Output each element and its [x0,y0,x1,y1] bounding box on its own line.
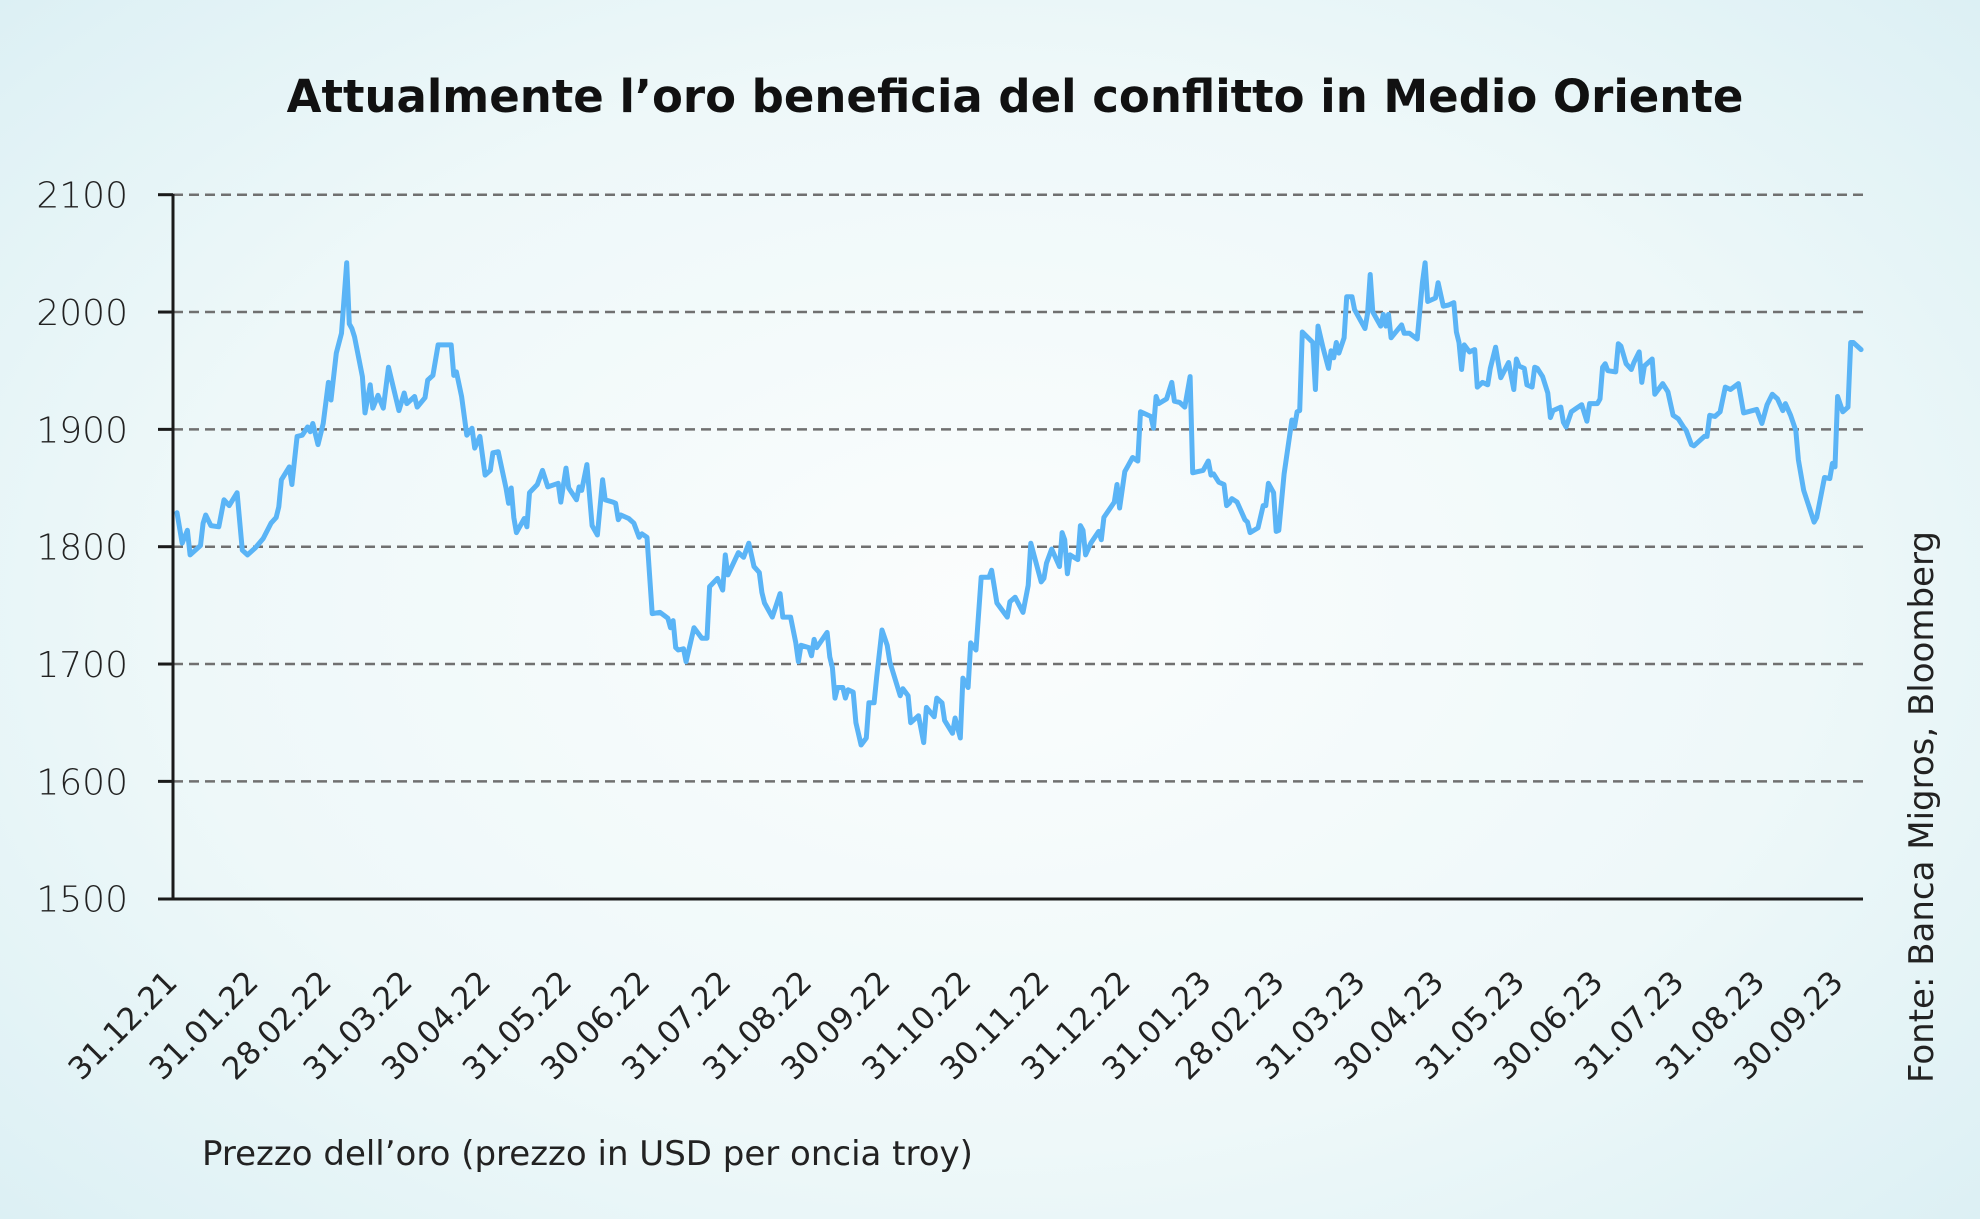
series-layer [174,260,1864,748]
y-tick-label: 1500 [36,880,128,921]
y-axis-ticks: 1500 1600 1700 1800 1900 2000 2100 [36,176,173,921]
source-note: Fonte: Banca Migros, Bloomberg [1902,531,1942,1083]
gridlines [173,193,1863,783]
x-axis-caption: Prezzo dell’oro (prezzo in USD per oncia… [202,1134,973,1174]
y-tick-label: 1700 [36,645,128,686]
y-tick-label: 2100 [36,176,128,217]
y-tick-label: 1900 [36,410,128,451]
x-axis-ticks: 31.12.2131.01.2228.02.2231.03.2230.04.22… [62,964,1851,1087]
chart-title: Attualmente l’oro beneficia del conflitt… [287,70,1744,123]
series-line-gold-price [174,260,1864,748]
y-tick-label: 2000 [36,293,128,334]
y-tick-label: 1600 [36,762,128,803]
y-tick-label: 1800 [36,528,128,569]
